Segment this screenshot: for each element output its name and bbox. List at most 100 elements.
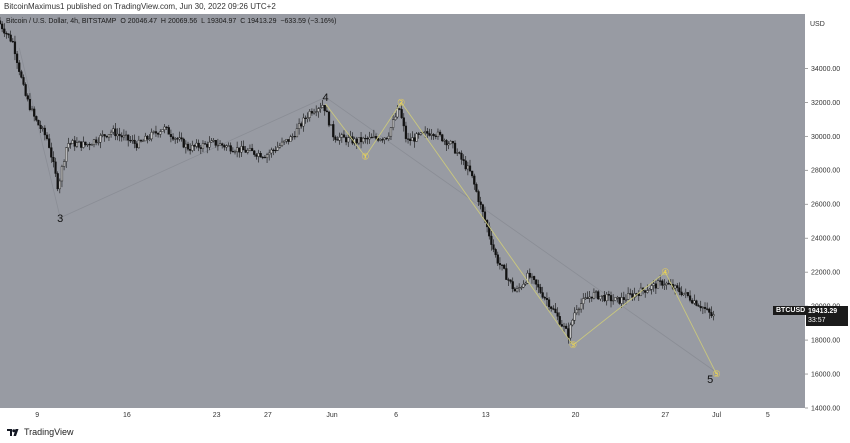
candle <box>686 291 690 298</box>
candle-body <box>695 300 698 306</box>
candle <box>18 60 21 76</box>
candle-body <box>340 134 343 138</box>
candle-body <box>451 141 455 144</box>
candle-body <box>45 134 49 139</box>
candle <box>584 292 587 301</box>
candle <box>189 143 192 155</box>
candle-body <box>496 254 499 264</box>
candle-body <box>201 143 205 149</box>
symbol-legend: Bitcoin / U.S. Dollar, 4h, BITSTAMP O 200… <box>6 18 338 25</box>
candle-body <box>556 312 559 317</box>
candle <box>99 133 102 149</box>
candle <box>210 138 213 143</box>
candle-body <box>139 139 143 142</box>
candle <box>558 312 561 326</box>
candle-body <box>208 141 211 148</box>
candle-body <box>82 141 85 148</box>
candle-body <box>413 137 416 142</box>
x-tick-label: 9 <box>35 412 39 419</box>
candle <box>560 319 563 327</box>
candle <box>287 139 290 145</box>
candle-body <box>20 71 23 78</box>
candle <box>293 131 296 140</box>
candle <box>543 295 546 301</box>
candle <box>445 138 448 152</box>
candle <box>148 134 151 142</box>
candle <box>317 107 320 118</box>
candle-body <box>221 143 224 146</box>
candle-body <box>116 133 119 137</box>
candle <box>486 219 489 233</box>
x-tick-label: 6 <box>394 412 398 419</box>
candle <box>137 135 140 149</box>
wave-line-layer <box>325 101 717 375</box>
candle-body <box>9 34 12 42</box>
candle <box>355 136 358 150</box>
candle <box>165 126 168 131</box>
candle <box>347 133 350 147</box>
candle-body <box>231 150 234 153</box>
candle-body <box>654 283 657 289</box>
candle <box>379 138 382 142</box>
candle-body <box>453 142 457 154</box>
candle-body <box>344 137 348 143</box>
candle-body <box>622 297 625 300</box>
candle-body <box>71 140 74 144</box>
candle <box>622 291 625 305</box>
candle <box>556 307 559 321</box>
candle <box>441 133 444 143</box>
candle <box>413 133 416 148</box>
candle <box>471 170 474 179</box>
price-axis[interactable] <box>805 14 850 408</box>
candle <box>161 129 164 133</box>
y-tick-label: 14000.00 <box>811 406 840 413</box>
candle <box>60 164 64 188</box>
time-axis[interactable] <box>0 408 805 422</box>
candle <box>582 293 585 310</box>
candle-body <box>257 153 260 157</box>
candle-body <box>439 131 442 135</box>
x-axis-ticks: 9 16 23 27 Jun 6 13 20 27 Jul 5 <box>35 412 770 419</box>
candle <box>464 155 467 171</box>
candle-body <box>357 137 361 144</box>
candle-body <box>701 307 704 309</box>
candle-body <box>148 138 151 140</box>
candle-body <box>283 140 286 143</box>
chart-plot-area[interactable] <box>0 14 805 408</box>
candle-body <box>468 165 472 172</box>
candle <box>9 30 12 43</box>
candle <box>3 23 6 38</box>
candle-body <box>274 149 277 152</box>
tradingview-brand[interactable]: TradingView <box>6 427 74 437</box>
candle-body <box>368 137 371 140</box>
candle-body <box>58 180 61 190</box>
candle-body <box>419 132 422 135</box>
candle-body <box>191 145 194 151</box>
candle-body <box>584 297 587 299</box>
candle <box>201 140 205 153</box>
low-value: 19304.97 <box>207 18 237 25</box>
candle-body <box>505 268 508 280</box>
candle <box>466 161 469 176</box>
candle <box>280 137 284 147</box>
x-tick-label: 23 <box>213 412 221 419</box>
candle <box>244 146 247 153</box>
candle <box>101 130 104 138</box>
candle <box>227 142 230 147</box>
candle-body <box>236 147 239 152</box>
candle <box>195 139 198 149</box>
candle <box>500 264 504 271</box>
candle-body <box>193 145 196 147</box>
candle-body <box>441 134 444 142</box>
candle <box>391 113 395 131</box>
candle <box>246 148 249 155</box>
candle <box>39 120 42 133</box>
candle-body <box>308 111 311 118</box>
candle <box>229 142 232 155</box>
candle-body <box>650 285 653 290</box>
candle-body <box>712 314 715 317</box>
candle-body <box>426 131 429 134</box>
candle <box>703 302 707 314</box>
candle <box>122 129 126 141</box>
